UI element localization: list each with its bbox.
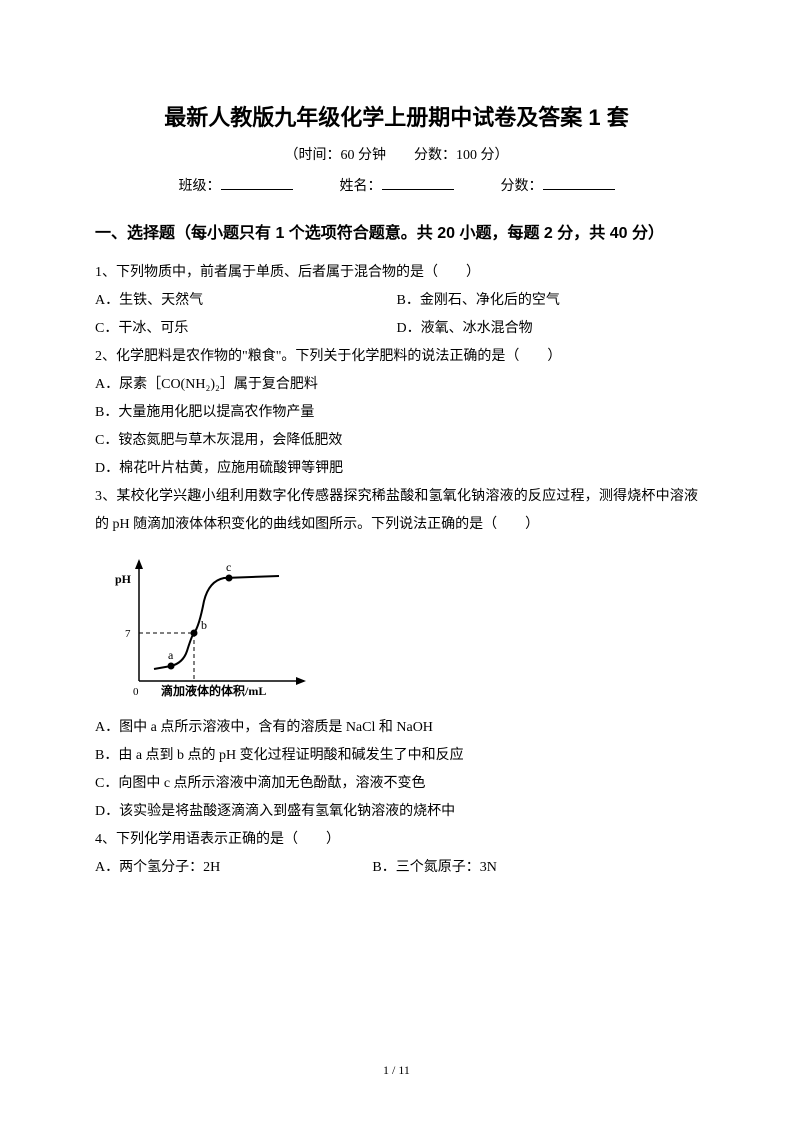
section-1-header: 一、选择题（每小题只有 1 个选项符合题意。共 20 小题，每题 2 分，共 4… bbox=[95, 215, 698, 253]
q1-option-a: A．生铁、天然气 bbox=[95, 287, 397, 315]
q3-stem: 3、某校化学兴趣小组利用数字化传感器探究稀盐酸和氢氧化钠溶液的反应过程，测得烧杯… bbox=[95, 483, 698, 539]
q2-option-d: D．棉花叶片枯黄，应施用硫酸钾等钾肥 bbox=[95, 455, 698, 483]
class-blank bbox=[221, 174, 293, 190]
student-info-line: 班级： 姓名： 分数： bbox=[95, 174, 698, 195]
exam-score: 100 分 bbox=[456, 148, 495, 163]
q3-option-b: B．由 a 点到 b 点的 pH 变化过程证明酸和碱发生了中和反应 bbox=[95, 742, 698, 770]
page-number: 1 / 11 bbox=[0, 1063, 793, 1078]
exam-time: 60 分钟 bbox=[341, 148, 387, 163]
q1-option-b: B．金刚石、净化后的空气 bbox=[397, 287, 699, 315]
svg-text:a: a bbox=[168, 648, 174, 662]
svg-text:pH: pH bbox=[115, 572, 132, 586]
q1-options-row2: C．干冰、可乐 D．液氧、冰水混合物 bbox=[95, 315, 698, 343]
svg-text:7: 7 bbox=[125, 628, 131, 640]
q1-options-row1: A．生铁、天然气 B．金刚石、净化后的空气 bbox=[95, 287, 698, 315]
page-title: 最新人教版九年级化学上册期中试卷及答案 1 套 bbox=[95, 100, 698, 132]
ph-curve-chart: pH 7 0 滴加液体的体积/mL a b c bbox=[99, 551, 319, 701]
q1-option-d: D．液氧、冰水混合物 bbox=[397, 315, 699, 343]
name-label: 姓名： bbox=[340, 179, 382, 194]
subtitle-suffix: ） bbox=[495, 148, 509, 163]
q1-stem: 1、下列物质中，前者属于单质、后者属于混合物的是（ ） bbox=[95, 259, 698, 287]
q2-stem: 2、化学肥料是农作物的"粮食"。下列关于化学肥料的说法正确的是（ ） bbox=[95, 343, 698, 371]
q3-option-c: C．向图中 c 点所示溶液中滴加无色酚酞，溶液不变色 bbox=[95, 770, 698, 798]
q3-option-a: A．图中 a 点所示溶液中，含有的溶质是 NaCl 和 NaOH bbox=[95, 714, 698, 742]
q2-option-a: A．尿素［CO(NH₂)₂］属于复合肥料 bbox=[95, 371, 698, 399]
svg-text:c: c bbox=[226, 560, 231, 574]
class-label: 班级： bbox=[179, 179, 221, 194]
q2-option-c: C．铵态氮肥与草木灰混用，会降低肥效 bbox=[95, 427, 698, 455]
q4-options-row1: A．两个氢分子：2H B．三个氮原子：3N bbox=[95, 854, 698, 882]
q3-option-d: D．该实验是将盐酸逐滴滴入到盛有氢氧化钠溶液的烧杯中 bbox=[95, 798, 698, 826]
score-blank bbox=[543, 174, 615, 190]
exam-meta: （时间：60 分钟 分数：100 分） bbox=[95, 144, 698, 164]
q4-option-b: B．三个氮原子：3N bbox=[372, 854, 698, 882]
svg-text:滴加液体的体积/mL: 滴加液体的体积/mL bbox=[161, 683, 266, 698]
q4-option-a: A．两个氢分子：2H bbox=[95, 854, 372, 882]
q1-option-c: C．干冰、可乐 bbox=[95, 315, 397, 343]
q3-chart: pH 7 0 滴加液体的体积/mL a b c bbox=[95, 551, 698, 706]
q2-option-b: B．大量施用化肥以提高农作物产量 bbox=[95, 399, 698, 427]
svg-text:0: 0 bbox=[133, 686, 139, 698]
subtitle-prefix: （时间： bbox=[285, 148, 341, 163]
svg-text:b: b bbox=[201, 618, 207, 632]
name-blank bbox=[382, 174, 454, 190]
q4-stem: 4、下列化学用语表示正确的是（ ） bbox=[95, 826, 698, 854]
score-label: 分数： bbox=[501, 179, 543, 194]
subtitle-sep: 分数： bbox=[386, 148, 456, 163]
